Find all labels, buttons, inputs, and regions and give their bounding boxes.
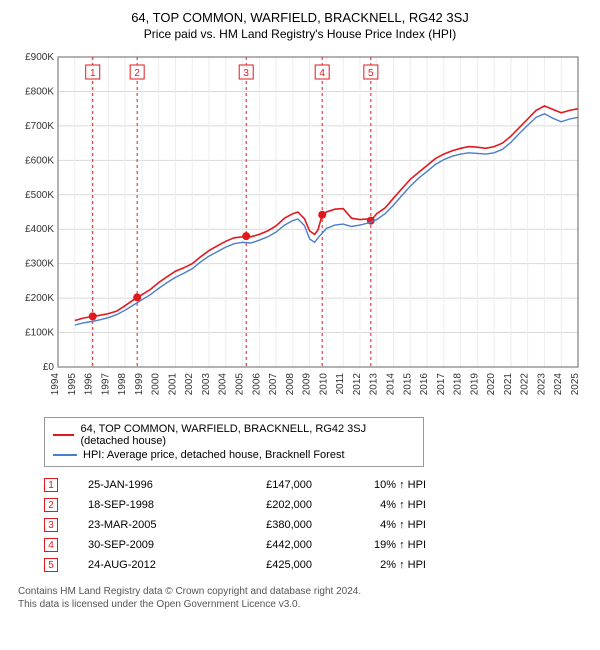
svg-text:1: 1 (90, 68, 96, 79)
sale-date: 25-JAN-1996 (88, 479, 198, 491)
svg-text:£900K: £900K (25, 52, 54, 63)
sale-marker-box: 4 (44, 538, 58, 552)
chart-container: 64, TOP COMMON, WARFIELD, BRACKNELL, RG4… (0, 0, 600, 621)
legend-item: 64, TOP COMMON, WARFIELD, BRACKNELL, RG4… (53, 422, 415, 448)
sale-marker-box: 3 (44, 518, 58, 532)
footer-line-2: This data is licensed under the Open Gov… (18, 598, 586, 611)
sale-date: 30-SEP-2009 (88, 539, 198, 551)
svg-text:2004: 2004 (218, 373, 229, 396)
sale-vs-hpi: 4% ↑ HPI (336, 499, 426, 511)
svg-text:2023: 2023 (536, 373, 547, 396)
svg-text:2008: 2008 (285, 373, 296, 396)
sale-marker-box: 1 (44, 478, 58, 492)
svg-text:£500K: £500K (25, 190, 54, 201)
svg-text:2014: 2014 (385, 373, 396, 396)
chart-subtitle: Price paid vs. HM Land Registry's House … (10, 27, 590, 41)
svg-text:2011: 2011 (335, 373, 346, 395)
svg-text:2006: 2006 (251, 373, 262, 396)
sales-row: 5 24-AUG-2012 £425,000 2% ↑ HPI (44, 555, 586, 575)
sale-vs-hpi: 10% ↑ HPI (336, 479, 426, 491)
sale-price: £202,000 (222, 499, 312, 511)
sale-vs-hpi: 4% ↑ HPI (336, 519, 426, 531)
svg-text:2019: 2019 (469, 373, 480, 396)
svg-text:£300K: £300K (25, 259, 54, 270)
sale-vs-hpi: 19% ↑ HPI (336, 539, 426, 551)
legend-label: HPI: Average price, detached house, Brac… (83, 449, 345, 461)
svg-text:5: 5 (368, 68, 374, 79)
sale-vs-hpi: 2% ↑ HPI (336, 559, 426, 571)
svg-text:£200K: £200K (25, 293, 54, 304)
sale-price: £425,000 (222, 559, 312, 571)
footer-attribution: Contains HM Land Registry data © Crown c… (18, 585, 586, 611)
svg-text:£600K: £600K (25, 155, 54, 166)
svg-text:1999: 1999 (134, 373, 145, 396)
svg-text:£0: £0 (43, 362, 55, 373)
svg-text:2002: 2002 (184, 373, 195, 396)
sale-date: 24-AUG-2012 (88, 559, 198, 571)
svg-text:2001: 2001 (167, 373, 178, 396)
sales-row: 2 18-SEP-1998 £202,000 4% ↑ HPI (44, 495, 586, 515)
svg-text:2024: 2024 (553, 373, 564, 396)
svg-text:2015: 2015 (402, 373, 413, 396)
svg-text:1995: 1995 (67, 373, 78, 396)
svg-text:2003: 2003 (201, 373, 212, 396)
sale-price: £380,000 (222, 519, 312, 531)
svg-text:1998: 1998 (117, 373, 128, 396)
svg-text:3: 3 (243, 68, 249, 79)
svg-text:£800K: £800K (25, 86, 54, 97)
sale-date: 18-SEP-1998 (88, 499, 198, 511)
svg-text:2: 2 (134, 68, 140, 79)
sale-marker-box: 5 (44, 558, 58, 572)
legend-label: 64, TOP COMMON, WARFIELD, BRACKNELL, RG4… (80, 423, 415, 447)
svg-text:4: 4 (319, 68, 325, 79)
sales-row: 1 25-JAN-1996 £147,000 10% ↑ HPI (44, 475, 586, 495)
legend-item: HPI: Average price, detached house, Brac… (53, 448, 415, 462)
chart-title: 64, TOP COMMON, WARFIELD, BRACKNELL, RG4… (10, 10, 590, 25)
svg-text:1997: 1997 (100, 373, 111, 396)
sales-table: 1 25-JAN-1996 £147,000 10% ↑ HPI 2 18-SEP-199… (44, 475, 586, 575)
svg-text:2005: 2005 (235, 373, 246, 396)
legend-swatch (53, 434, 74, 436)
svg-text:2010: 2010 (318, 373, 329, 396)
svg-text:1994: 1994 (50, 373, 61, 396)
svg-text:2012: 2012 (352, 373, 363, 396)
chart-svg: £0 £100K £200K £300K £400K £500K £600K £700K £80… (10, 49, 590, 409)
footer-line-1: Contains HM Land Registry data © Crown c… (18, 585, 586, 598)
svg-text:2021: 2021 (503, 373, 514, 396)
svg-text:2009: 2009 (302, 373, 313, 396)
sale-marker-box: 2 (44, 498, 58, 512)
sales-row: 3 23-MAR-2005 £380,000 4% ↑ HPI (44, 515, 586, 535)
legend-swatch (53, 454, 77, 456)
svg-text:£100K: £100K (25, 328, 54, 339)
svg-text:£700K: £700K (25, 121, 54, 132)
sale-price: £147,000 (222, 479, 312, 491)
chart-plot-area: £0 £100K £200K £300K £400K £500K £600K £700K £80… (10, 49, 590, 409)
svg-text:1996: 1996 (84, 373, 95, 396)
sales-row: 4 30-SEP-2009 £442,000 19% ↑ HPI (44, 535, 586, 555)
sale-date: 23-MAR-2005 (88, 519, 198, 531)
svg-text:2020: 2020 (486, 373, 497, 396)
svg-text:2022: 2022 (520, 373, 531, 396)
svg-text:2018: 2018 (453, 373, 464, 396)
svg-text:2007: 2007 (268, 373, 279, 396)
legend: 64, TOP COMMON, WARFIELD, BRACKNELL, RG4… (44, 417, 424, 467)
svg-text:2017: 2017 (436, 373, 447, 396)
svg-text:2016: 2016 (419, 373, 430, 396)
svg-text:2025: 2025 (570, 373, 581, 396)
svg-text:£400K: £400K (25, 224, 54, 235)
svg-text:2013: 2013 (369, 373, 380, 396)
svg-text:2000: 2000 (151, 373, 162, 396)
sale-price: £442,000 (222, 539, 312, 551)
